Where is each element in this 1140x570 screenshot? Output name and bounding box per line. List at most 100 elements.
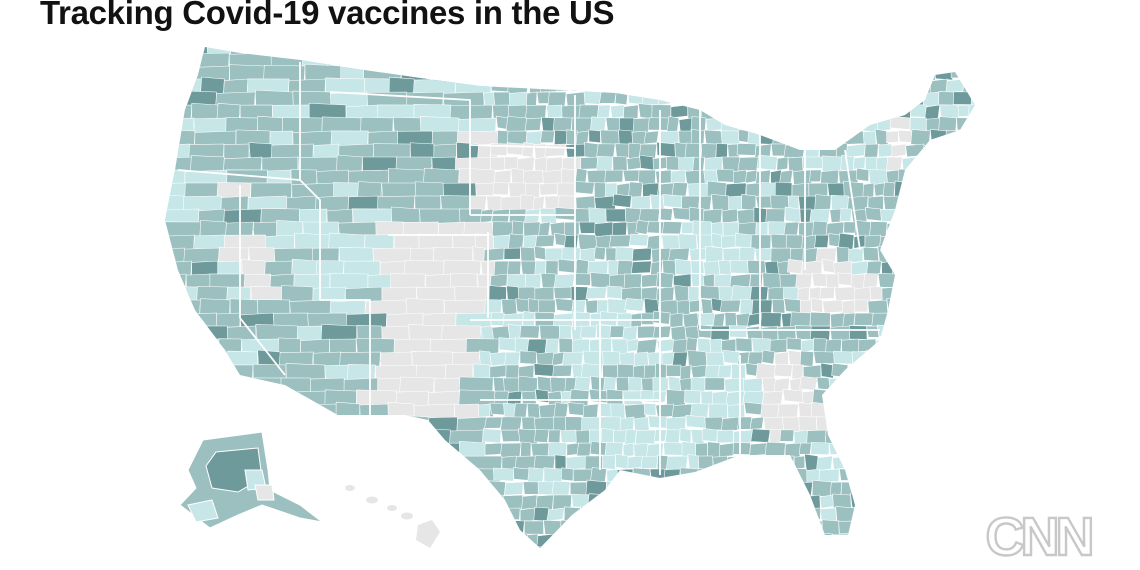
county-area [868,493,889,510]
county-area [607,493,628,512]
county-area [827,65,849,79]
county-area [793,455,806,470]
county-area [819,494,835,509]
county-area [484,505,504,523]
county-area [612,193,632,208]
county-area [521,142,535,158]
county-area [781,52,796,66]
county-area [671,182,689,197]
county-area [929,156,944,173]
county-area [851,351,868,366]
county-area [867,78,887,93]
county-area [533,428,550,443]
county-area [810,442,830,456]
county-area [961,246,974,262]
county-area [573,180,595,195]
county-area [807,91,826,105]
county-area [833,350,853,365]
county-area [614,90,629,106]
county-area [956,442,970,459]
county-area [359,403,390,434]
county-area [578,221,597,234]
county-area [898,299,911,317]
county-area [165,52,197,80]
county-area [971,286,975,303]
county-area [425,52,462,83]
county-area [811,273,829,287]
county-area [957,156,975,176]
county-area [556,78,572,91]
county-area [829,416,844,430]
county-area [483,247,505,262]
county-area [834,286,857,301]
county-area [639,531,659,547]
county-area [585,533,605,548]
county-area [886,297,901,314]
county-area [965,338,975,357]
county-area [846,364,864,379]
county-area [832,455,847,470]
county-area [928,182,944,200]
county-area [637,64,654,83]
county-area [730,91,752,105]
county-area [838,520,859,535]
county-area [184,533,210,548]
county-area [733,546,752,548]
county-area [916,389,938,406]
county-area [785,234,803,249]
county-area [704,78,727,96]
county-area [527,403,541,419]
county-area [762,91,781,108]
county-area [165,546,190,548]
county-area [982,326,1003,342]
county-area [885,156,903,171]
county-area [878,143,893,158]
county-area [778,546,796,548]
county-area [225,402,256,430]
county-area [165,520,198,543]
county-area [965,390,975,408]
county-area [853,299,869,313]
county-area [488,64,502,79]
county-area [907,364,921,381]
county-area [736,143,757,156]
county-area [740,65,754,79]
county-area [658,207,673,221]
county-area [745,169,758,184]
county-area [165,364,188,400]
county-area [873,519,889,538]
county-area [567,532,586,548]
county-area [590,546,605,548]
county-area [577,47,594,53]
county-area [672,207,692,221]
county-area [547,91,567,108]
county-area [892,454,907,470]
county-area [627,455,643,469]
county-area [980,261,995,279]
county-area [897,481,913,499]
county-area [897,168,919,184]
county-area [885,467,901,486]
county-area [751,337,773,354]
county-area [922,91,940,108]
county-area [943,260,958,276]
county-area [910,65,926,84]
county-area [371,416,403,443]
county-area [960,363,975,381]
county-area [862,389,877,403]
county-area [853,90,866,107]
county-area [627,89,644,106]
county-area [669,312,684,328]
county-area [493,260,509,277]
county-area [966,429,975,444]
county-area [690,47,704,60]
state-border [329,91,471,215]
county-area [335,401,361,436]
county-area [411,481,448,515]
county-area [316,440,358,465]
county-area [907,546,928,548]
county-area [565,143,587,158]
county-area [681,64,700,83]
county-area [981,443,998,459]
county-area [880,429,898,442]
